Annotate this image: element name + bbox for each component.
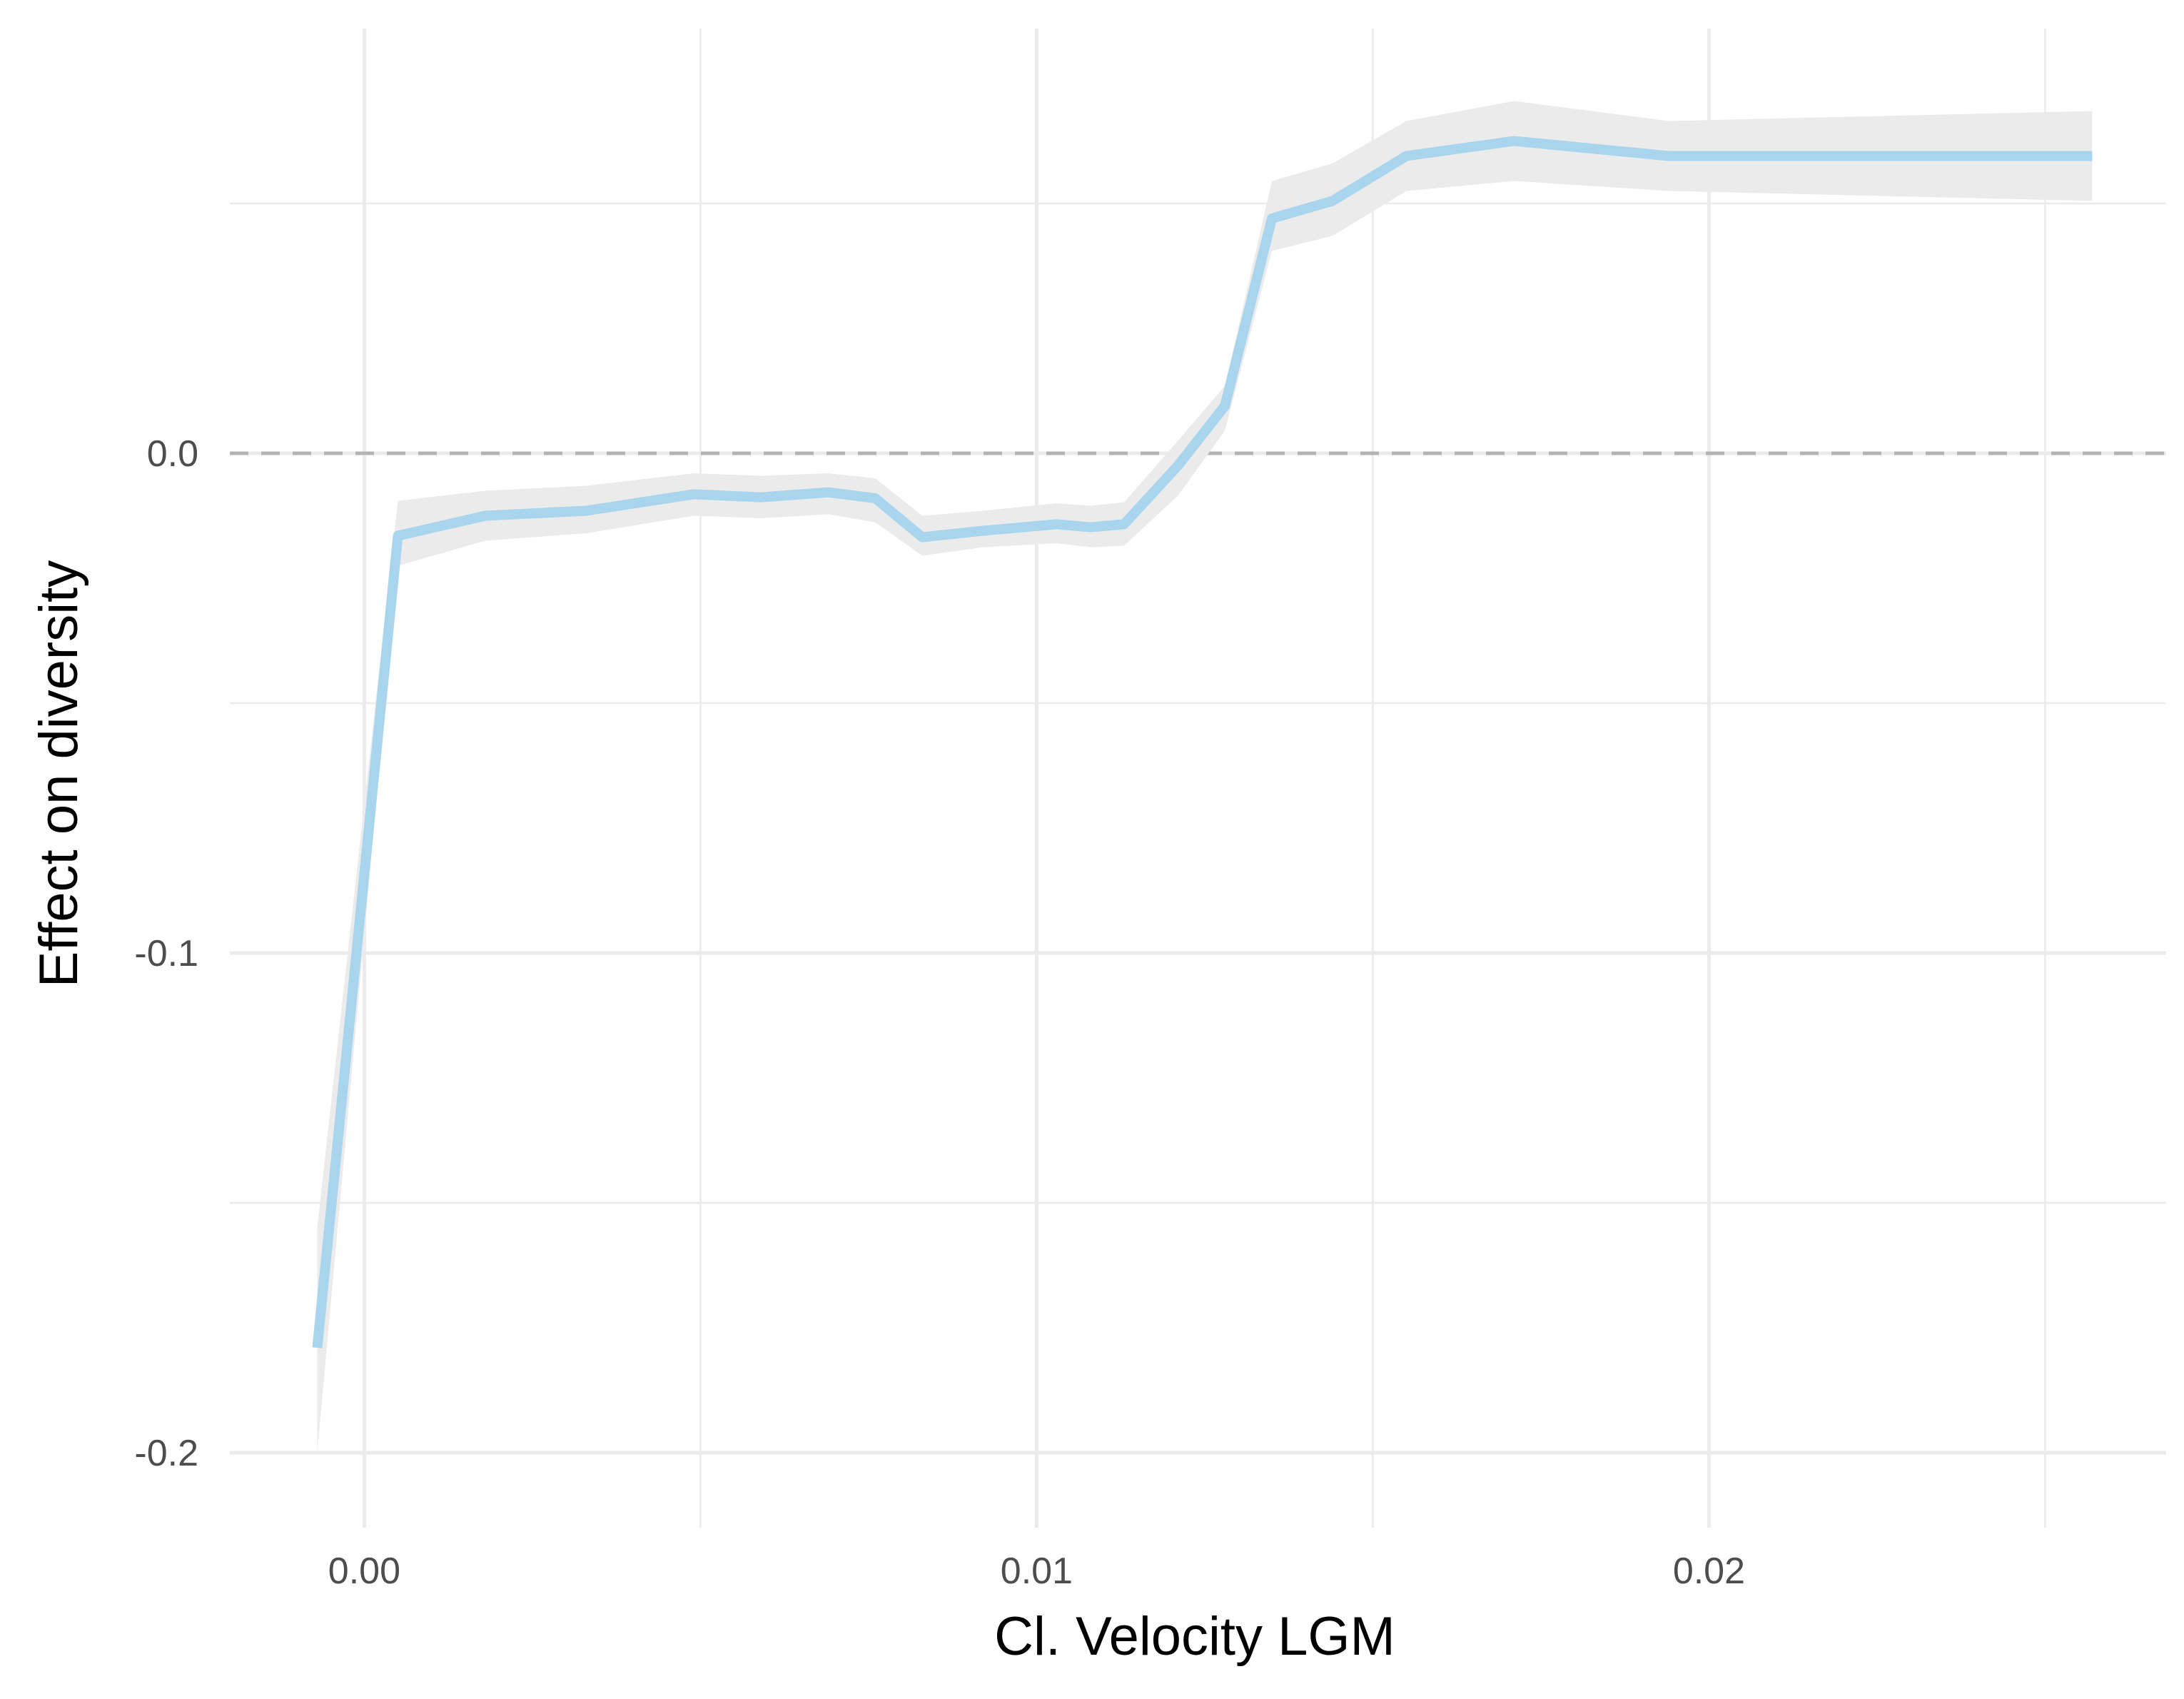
x-tick-label: 0.00 [328,1551,400,1592]
y-tick-label: 0.0 [147,433,198,475]
y-tick-label: -0.2 [134,1433,198,1474]
x-tick-label: 0.01 [1001,1551,1073,1592]
confidence-ribbon-0 [317,101,2093,1453]
x-tick-label: 0.02 [1673,1551,1745,1592]
confidence-ribbon-layer [317,101,2093,1453]
x-axis-title: Cl. Velocity LGM [994,1606,1395,1667]
y-axis-title: Effect on diversity [29,560,89,987]
grid-layer [230,29,2166,1528]
series-line-0 [312,136,2093,1348]
tick-label-layer: 0.00 0.01 0.02 -0.2 -0.1 0.0 [134,433,1745,1592]
series-line-layer [312,136,2093,1348]
y-tick-label: -0.1 [134,933,198,974]
